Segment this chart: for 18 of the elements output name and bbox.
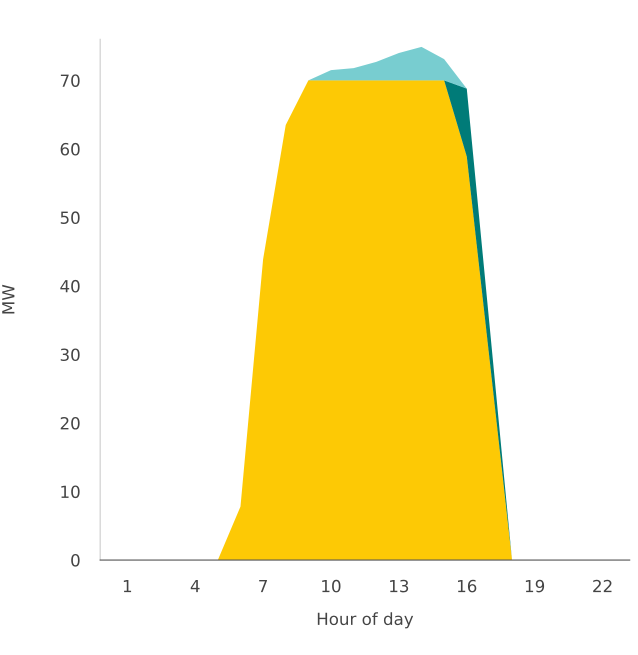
y-tick-label: 40 [60, 280, 80, 293]
x-tick-label: 16 [458, 580, 476, 592]
y-tick-label: 0 [71, 554, 80, 567]
y-tick-label: 10 [61, 485, 80, 498]
x-tick-label: 1 [124, 580, 132, 592]
y-tick-label: 70 [60, 74, 80, 87]
x-tick-label: 13 [390, 580, 408, 592]
x-axis-title: Hour of day [318, 612, 414, 628]
x-tick-label: 7 [259, 580, 267, 592]
y-axis-title: MW [2, 284, 14, 314]
x-tick-label: 4 [190, 580, 200, 592]
y-tick-label: 50 [60, 211, 80, 224]
x-tick-label: 10 [322, 580, 340, 592]
x-tick-label: 22 [593, 580, 612, 592]
x-tick-label: 19 [526, 580, 544, 592]
y-tick-label: 30 [60, 348, 80, 362]
y-tick-label: 20 [60, 416, 80, 430]
y-tick-label: 60 [60, 142, 80, 156]
